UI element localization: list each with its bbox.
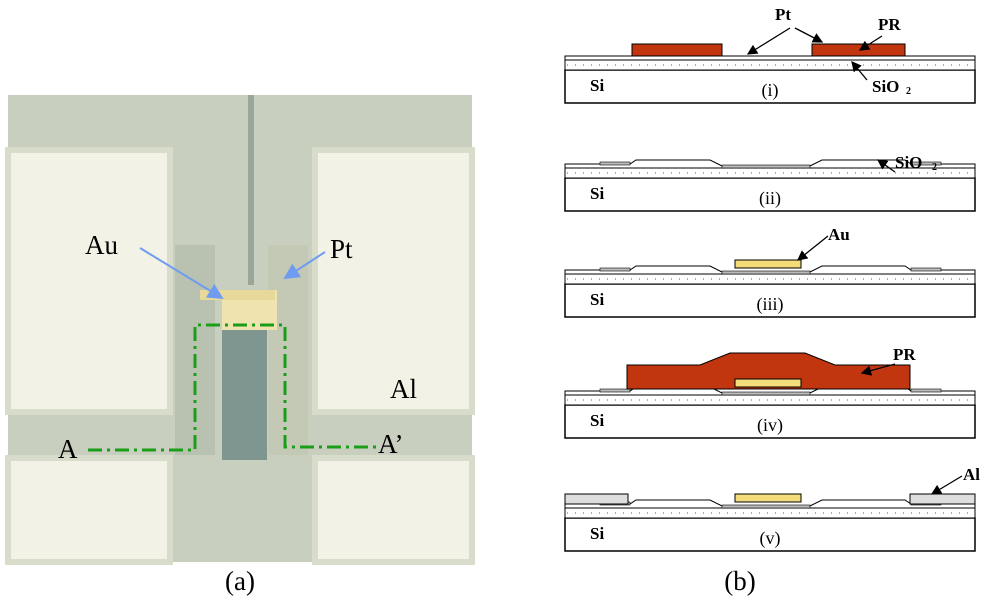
step-number: (iii) xyxy=(757,294,784,315)
label-pt: Pt xyxy=(775,5,791,24)
pt-layer xyxy=(565,56,975,60)
au xyxy=(735,494,801,502)
label-oxide-sub: 2 xyxy=(906,86,911,97)
label-al: Al xyxy=(963,465,980,484)
caption-b: (b) xyxy=(724,566,755,596)
label-pt: Pt xyxy=(330,234,353,264)
step-number: (v) xyxy=(760,528,781,549)
substrate-label: Si xyxy=(590,411,604,430)
au xyxy=(735,260,801,268)
label-au: Au xyxy=(85,230,118,260)
figure: Au Pt Al A A’ (a) (b) Si (i) Pt PR SiO 2 Si (ii… xyxy=(0,0,984,599)
arrow xyxy=(795,28,822,42)
al xyxy=(910,494,975,504)
al xyxy=(565,494,628,504)
oxide-layer xyxy=(565,508,975,518)
arrow xyxy=(748,28,790,54)
substrate-label: Si xyxy=(590,76,604,95)
pt-pad xyxy=(722,392,810,395)
oxide-layer xyxy=(565,395,975,405)
pt-pad xyxy=(911,268,941,271)
au xyxy=(735,379,801,387)
pt-pad xyxy=(600,268,630,271)
label-oxide: SiO xyxy=(872,77,899,96)
substrate-label: Si xyxy=(590,184,604,203)
pr xyxy=(812,44,905,56)
label-pr: PR xyxy=(893,345,916,364)
label-pr: PR xyxy=(878,15,901,34)
step-number: (iv) xyxy=(757,415,783,436)
pt-pad xyxy=(722,271,810,274)
pt-pad xyxy=(600,389,630,392)
label-a-prime: A’ xyxy=(378,429,404,459)
pt-pad xyxy=(722,165,810,168)
micrograph xyxy=(8,95,472,562)
pt-pad xyxy=(911,389,941,392)
label-oxide: SiO xyxy=(895,153,922,172)
caption-a: (a) xyxy=(225,566,255,596)
oxide-layer xyxy=(565,60,975,70)
arrow xyxy=(798,236,828,260)
pt-pad xyxy=(722,505,810,508)
pr xyxy=(632,44,722,56)
label-al: Al xyxy=(390,374,417,404)
substrate-label: Si xyxy=(590,524,604,543)
oxide-layer xyxy=(565,274,975,284)
label-a: A xyxy=(58,434,78,464)
step-number: (ii) xyxy=(759,188,781,209)
step-number: (i) xyxy=(762,80,779,101)
label-au: Au xyxy=(828,225,850,244)
label-oxide-sub: 2 xyxy=(932,162,937,173)
pt-pad xyxy=(600,162,630,165)
arrow xyxy=(932,476,962,494)
substrate-label: Si xyxy=(590,290,604,309)
